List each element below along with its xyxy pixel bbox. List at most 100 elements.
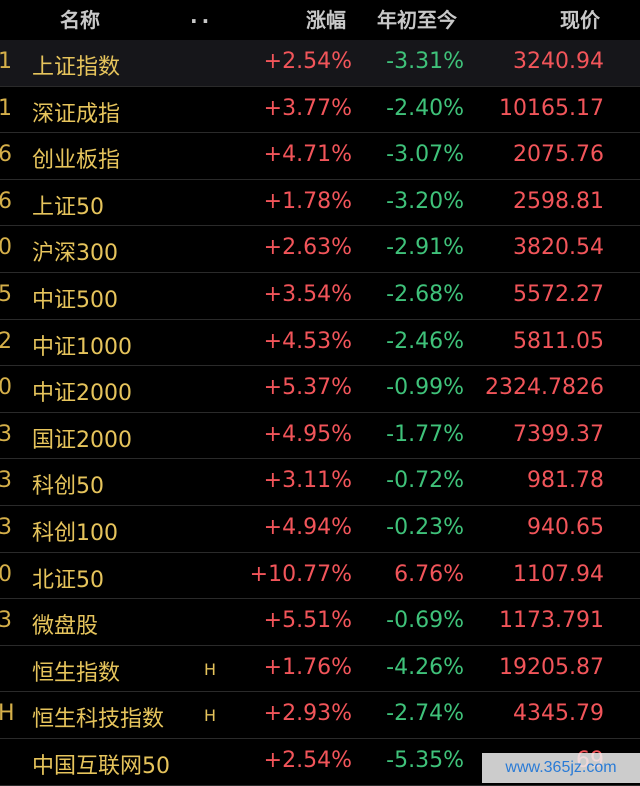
quote-table: 1 上证指数 +2.54% -3.31% 3240.94 1 深证成指 +3.77% -2.40… xyxy=(0,40,640,786)
row-name: 创业板指 xyxy=(32,148,121,174)
row-ytd: -0.72% xyxy=(386,468,464,494)
row-price: 2598.81 xyxy=(513,188,604,214)
row-ytd: -1.77% xyxy=(386,421,464,447)
row-name: 国证2000 xyxy=(32,427,132,453)
table-row[interactable]: 6 上证50 +1.78% -3.20% 2598.81 xyxy=(0,180,640,227)
row-change: +5.51% xyxy=(263,608,352,634)
row-code: 3 xyxy=(0,514,12,540)
row-ytd: -2.91% xyxy=(386,235,464,261)
row-change: +2.63% xyxy=(263,235,352,261)
row-change: +2.54% xyxy=(263,747,352,773)
row-change: +3.77% xyxy=(263,95,352,121)
row-ytd: -4.26% xyxy=(386,654,464,680)
row-name: 深证成指 xyxy=(32,101,121,127)
row-ytd: -3.07% xyxy=(386,142,464,168)
table-row[interactable]: 1 上证指数 +2.54% -3.31% 3240.94 xyxy=(0,40,640,87)
row-code: 0 xyxy=(0,561,12,587)
row-ytd: -0.69% xyxy=(386,608,464,634)
table-row[interactable]: 1 深证成指 +3.77% -2.40% 10165.17 xyxy=(0,87,640,134)
table-row[interactable]: 3 国证2000 +4.95% -1.77% 7399.37 xyxy=(0,413,640,460)
row-change: +4.94% xyxy=(263,514,352,540)
row-change: +1.78% xyxy=(263,188,352,214)
table-row[interactable]: 3 科创100 +4.94% -0.23% 940.65 xyxy=(0,506,640,553)
row-price: 5811.05 xyxy=(513,328,604,354)
table-row[interactable]: H 恒生科技指数 H +2.93% -2.74% 4345.79 xyxy=(0,692,640,739)
row-price: 19205.87 xyxy=(499,654,604,680)
row-price: 10165.17 xyxy=(499,95,604,121)
row-code: 2 xyxy=(0,328,12,354)
row-ytd: -0.23% xyxy=(386,514,464,540)
row-price: 940.65 xyxy=(527,514,604,540)
row-name: 上证50 xyxy=(32,194,104,220)
row-ytd: -3.31% xyxy=(386,49,464,74)
header-price[interactable]: 现价 xyxy=(560,8,600,32)
row-name: 北证50 xyxy=(32,567,104,593)
row-change: +1.76% xyxy=(263,654,352,680)
row-ytd: -2.74% xyxy=(386,701,464,727)
row-code: 0 xyxy=(0,375,12,401)
table-row[interactable]: 3 微盘股 +5.51% -0.69% 1173.791 xyxy=(0,599,640,646)
row-price: 2075.76 xyxy=(513,142,604,168)
table-row[interactable]: 0 中证2000 +5.37% -0.99% 2324.7826 xyxy=(0,366,640,413)
table-row[interactable]: 6 创业板指 +4.71% -3.07% 2075.76 xyxy=(0,133,640,180)
row-name: 科创100 xyxy=(32,520,118,546)
row-name: 恒生指数 xyxy=(32,660,121,686)
row-code: 0 xyxy=(0,235,12,261)
row-price: 1173.791 xyxy=(499,608,604,634)
row-code: H xyxy=(0,701,15,727)
table-row[interactable]: 3 科创50 +3.11% -0.72% 981.78 xyxy=(0,459,640,506)
row-price: 981.78 xyxy=(527,468,604,494)
row-change: +4.71% xyxy=(263,142,352,168)
row-ytd: -3.20% xyxy=(386,188,464,214)
header-name[interactable]: 名称 xyxy=(60,8,100,32)
row-price: 5572.27 xyxy=(513,281,604,307)
row-ytd: -2.46% xyxy=(386,328,464,354)
row-ytd: 6.76% xyxy=(394,561,464,587)
header-more[interactable]: .. xyxy=(190,4,214,28)
row-price: 3820.54 xyxy=(513,235,604,261)
header-change[interactable]: 涨幅 xyxy=(306,8,346,32)
hk-market-badge: H xyxy=(204,659,217,679)
row-change: +10.77% xyxy=(249,561,352,587)
row-name: 中国互联网50 xyxy=(32,753,170,779)
row-code: 3 xyxy=(0,608,12,634)
row-name: 微盘股 xyxy=(32,614,99,640)
row-ytd: -0.99% xyxy=(386,375,464,401)
row-change: +5.37% xyxy=(263,375,352,401)
row-price: 3240.94 xyxy=(513,49,604,74)
watermark: www.365jz.com xyxy=(482,753,640,783)
row-code: 3 xyxy=(0,421,12,447)
hk-market-badge: H xyxy=(204,706,217,726)
row-change: +3.54% xyxy=(263,281,352,307)
row-change: +2.54% xyxy=(263,49,352,74)
table-row[interactable]: 2 中证1000 +4.53% -2.46% 5811.05 xyxy=(0,320,640,367)
row-code: 1 xyxy=(0,49,12,74)
row-name: 中证500 xyxy=(32,287,118,313)
table-row[interactable]: 0 沪深300 +2.63% -2.91% 3820.54 xyxy=(0,226,640,273)
row-name: 科创50 xyxy=(32,474,104,500)
row-name: 中证1000 xyxy=(32,334,132,360)
row-change: +4.53% xyxy=(263,328,352,354)
row-code: 1 xyxy=(0,95,12,121)
row-code: 3 xyxy=(0,468,12,494)
row-change: +3.11% xyxy=(263,468,352,494)
table-header: 名称 .. 涨幅 年初至今 现价 xyxy=(0,0,640,40)
table-row[interactable]: 5 中证500 +3.54% -2.68% 5572.27 xyxy=(0,273,640,320)
header-ytd[interactable]: 年初至今 xyxy=(377,8,457,32)
row-name: 沪深300 xyxy=(32,241,118,267)
row-code: 5 xyxy=(0,281,12,307)
row-price: 2324.7826 xyxy=(485,375,604,401)
row-price: 1107.94 xyxy=(513,561,604,587)
row-change: +2.93% xyxy=(263,701,352,727)
row-ytd: -2.68% xyxy=(386,281,464,307)
table-row[interactable]: 恒生指数 H +1.76% -4.26% 19205.87 xyxy=(0,646,640,693)
row-code: 6 xyxy=(0,188,12,214)
row-code: 6 xyxy=(0,142,12,168)
row-ytd: -5.35% xyxy=(386,747,464,773)
row-price: 7399.37 xyxy=(513,421,604,447)
row-ytd: -2.40% xyxy=(386,95,464,121)
table-row[interactable]: 0 北证50 +10.77% 6.76% 1107.94 xyxy=(0,553,640,600)
row-name: 中证2000 xyxy=(32,381,132,407)
row-name: 上证指数 xyxy=(32,55,121,80)
row-name: 恒生科技指数 xyxy=(32,707,165,733)
